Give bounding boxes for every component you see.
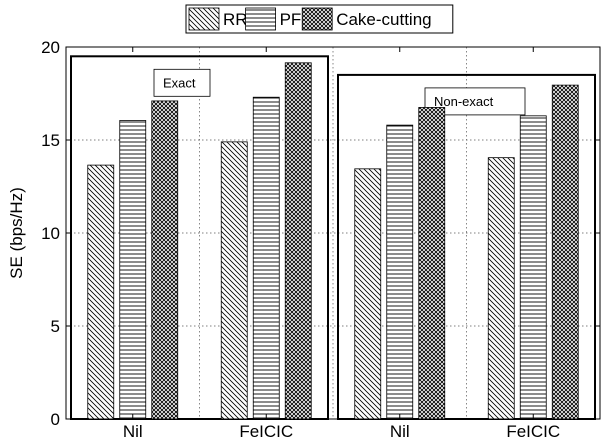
- legend-swatch: [301, 7, 333, 31]
- bar-rr: [220, 141, 248, 420]
- legend-swatch: [188, 7, 220, 31]
- bar-pf: [119, 120, 147, 420]
- legend: RR PF Cake-cutting: [185, 4, 454, 34]
- bar-pf: [386, 124, 414, 420]
- y-axis-title: SE (bps/Hz): [7, 187, 26, 279]
- y-tick-label: 10: [41, 224, 60, 243]
- bar-pf: [252, 96, 280, 420]
- bars: [87, 62, 579, 420]
- bar-cake-cutting: [151, 100, 179, 420]
- bar-pf: [519, 115, 547, 420]
- y-tick-label: 15: [41, 131, 60, 150]
- annotation-label: Exact: [163, 75, 196, 90]
- annotation-label-box: [153, 68, 211, 97]
- bar-cake-cutting: [418, 107, 446, 420]
- annotation-label: Non-exact: [434, 94, 494, 109]
- bar-cake-cutting: [284, 62, 312, 420]
- x-tick-label: FeICIC: [506, 422, 560, 439]
- x-tick-label: Nil: [123, 422, 143, 439]
- legend-swatch: [245, 7, 277, 31]
- y-tick-label: 20: [41, 38, 60, 57]
- bar-rr: [487, 157, 515, 420]
- x-tick-label: FeICIC: [239, 422, 293, 439]
- axis-ticks: 0 5 10 15 20 Nil FeICIC Nil FeICIC: [41, 38, 600, 439]
- annotation-boxes: Exact Non-exact: [70, 55, 596, 421]
- bar-rr: [87, 164, 115, 420]
- y-tick-label: 5: [51, 317, 60, 336]
- legend-label: RR: [223, 10, 248, 29]
- bar-rr: [354, 168, 382, 420]
- x-tick-label: Nil: [390, 422, 410, 439]
- bar-cake-cutting: [551, 84, 579, 420]
- y-tick-label: 0: [51, 410, 60, 429]
- legend-label: Cake-cutting: [336, 10, 431, 29]
- legend-label: PF: [280, 10, 302, 29]
